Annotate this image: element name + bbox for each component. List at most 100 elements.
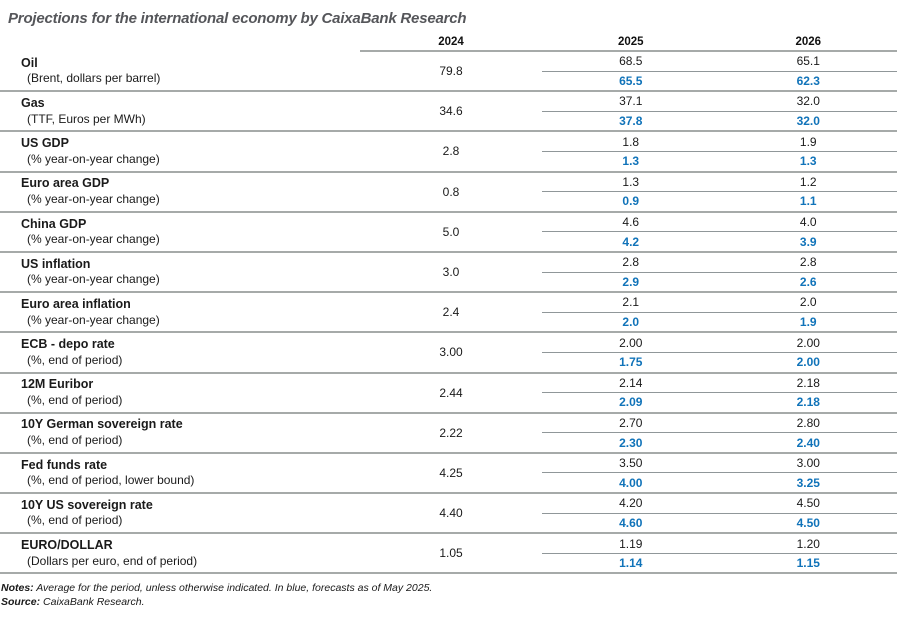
indicator-cell: EURO/DOLLAR (Dollars per euro, end of pe…: [0, 534, 360, 572]
value-2026-forecast: 3.9: [799, 234, 817, 249]
value-2026-previous: 1.9: [799, 134, 817, 149]
page: Projections for the international econom…: [0, 10, 900, 609]
indicator-name: ECB - depo rate: [21, 337, 115, 352]
indicator-name: US GDP: [21, 136, 69, 151]
table-row: 10Y German sovereign rate (%, end of per…: [0, 414, 897, 454]
source-text: CaixaBank Research.: [43, 596, 145, 609]
previous-forecast-row: 1.19 1.20: [542, 534, 897, 554]
indicator-cell: US inflation (% year-on-year change): [0, 253, 360, 291]
table-row: China GDP (% year-on-year change) 5.0 4.…: [0, 213, 897, 253]
indicator-name: Euro area GDP: [21, 176, 110, 191]
indicator-unit: (% year-on-year change): [27, 272, 160, 287]
value-2025-forecast: 4.00: [619, 475, 643, 490]
indicator-name: Oil: [21, 55, 38, 70]
previous-forecast-row: 4.20 4.50: [542, 494, 897, 514]
value-2025-forecast: 0.9: [622, 194, 640, 209]
value-2026-previous: 4.0: [799, 215, 817, 230]
indicator-cell: Euro area inflation (% year-on-year chan…: [0, 293, 360, 331]
value-2026-forecast: 1.15: [796, 556, 820, 571]
forecast-cells: 2.1 2.0 2.0 1.9: [542, 293, 897, 331]
value-2025-previous: 4.20: [619, 496, 643, 511]
value-2024: 4.40: [439, 506, 463, 521]
forecast-cells: 4.20 4.50 4.60 4.50: [542, 494, 897, 532]
value-2024: 5.0: [442, 224, 460, 239]
value-2024: 2.44: [439, 385, 463, 400]
value-2025-previous: 3.50: [619, 456, 643, 471]
forecast-cells: 1.3 1.2 0.9 1.1: [542, 173, 897, 211]
value-2026-previous: 2.0: [799, 295, 817, 310]
previous-forecast-row: 2.70 2.80: [542, 414, 897, 434]
table-row: Euro area inflation (% year-on-year chan…: [0, 293, 897, 334]
indicator-cell: Gas (TTF, Euros per MWh): [0, 92, 360, 130]
column-header-2024: 2024: [438, 36, 464, 48]
may2025-forecast-row: 2.9 2.6: [542, 273, 897, 292]
value-2026-forecast: 2.18: [796, 395, 820, 410]
value-2024: 2.8: [442, 144, 460, 159]
value-2025-forecast: 37.8: [619, 114, 643, 129]
value-2025-forecast: 1.75: [619, 355, 643, 370]
may2025-forecast-row: 37.8 32.0: [542, 112, 897, 131]
indicator-cell: 10Y German sovereign rate (%, end of per…: [0, 414, 360, 452]
table-row: 12M Euribor (%, end of period) 2.44 2.14…: [0, 374, 897, 414]
indicator-cell: 10Y US sovereign rate (%, end of period): [0, 494, 360, 532]
value-2026-previous: 1.20: [796, 536, 820, 551]
may2025-forecast-row: 0.9 1.1: [542, 192, 897, 211]
forecast-cells: 2.14 2.18 2.09 2.18: [542, 374, 897, 412]
indicator-name: US inflation: [21, 256, 91, 271]
value-2025-forecast: 1.14: [619, 556, 643, 571]
forecast-cells: 37.1 32.0 37.8 32.0: [542, 92, 897, 130]
value-2026-forecast: 2.6: [799, 274, 817, 289]
previous-forecast-row: 1.3 1.2: [542, 173, 897, 193]
source-label: Source:: [1, 596, 41, 609]
value-2025-previous: 4.6: [622, 215, 640, 230]
may2025-forecast-row: 1.3 1.3: [542, 152, 897, 171]
value-2026-forecast: 2.40: [796, 435, 820, 450]
forecast-cells: 2.8 2.8 2.9 2.6: [542, 253, 897, 291]
indicator-cell: Euro area GDP (% year-on-year change): [0, 173, 360, 211]
column-header-2026: 2026: [795, 36, 822, 48]
value-2025-forecast: 2.09: [619, 395, 643, 410]
header-label-spacer: [0, 32, 360, 52]
value-2025-previous: 1.8: [622, 134, 640, 149]
value-2024: 4.25: [439, 465, 463, 480]
may2025-forecast-row: 2.0 1.9: [542, 313, 897, 332]
value-2026-previous: 2.8: [799, 255, 817, 270]
indicator-name: 10Y US sovereign rate: [21, 497, 153, 512]
previous-forecast-row: 4.6 4.0: [542, 213, 897, 233]
value-2024: 0.8: [442, 184, 460, 199]
value-2025-forecast: 2.30: [619, 435, 643, 450]
indicator-name: 10Y German sovereign rate: [21, 417, 183, 432]
value-2026-previous: 2.80: [796, 415, 820, 430]
table-footer: Notes: Average for the period, unless ot…: [1, 581, 900, 609]
previous-forecast-row: 2.8 2.8: [542, 253, 897, 273]
table-row: Fed funds rate (%, end of period, lower …: [0, 454, 897, 495]
value-2026-previous: 65.1: [796, 54, 820, 69]
indicator-name: EURO/DOLLAR: [21, 538, 113, 553]
value-2025-forecast: 1.3: [622, 154, 640, 169]
value-2024: 1.05: [439, 546, 463, 561]
value-2025-forecast: 2.0: [622, 315, 640, 330]
projections-table: 2024 2025 2026 Oil (Brent, dollars per b…: [0, 32, 897, 575]
value-2024: 2.22: [439, 425, 463, 440]
table-row: Oil (Brent, dollars per barrel) 79.8 68.…: [0, 52, 897, 93]
may2025-forecast-row: 65.5 62.3: [542, 72, 897, 91]
may2025-forecast-row: 1.75 2.00: [542, 353, 897, 372]
notes-line: Notes: Average for the period, unless ot…: [1, 581, 900, 595]
table-row: Gas (TTF, Euros per MWh) 34.6 37.1 32.0 …: [0, 92, 897, 133]
may2025-forecast-row: 4.00 3.25: [542, 473, 897, 492]
table-row: EURO/DOLLAR (Dollars per euro, end of pe…: [0, 534, 897, 575]
previous-forecast-row: 37.1 32.0: [542, 92, 897, 112]
indicator-name: Fed funds rate: [21, 457, 108, 472]
value-2025-forecast: 4.60: [619, 515, 643, 530]
value-2025-forecast: 2.9: [622, 274, 640, 289]
indicator-cell: US GDP (% year-on-year change): [0, 132, 360, 170]
forecast-cells: 1.19 1.20 1.14 1.15: [542, 534, 897, 572]
value-2024: 3.0: [442, 265, 460, 280]
indicator-unit: (TTF, Euros per MWh): [27, 111, 146, 126]
value-2026-previous: 2.00: [796, 335, 820, 350]
value-2024: 2.4: [442, 305, 460, 320]
value-2025-previous: 2.1: [622, 295, 640, 310]
indicator-cell: Oil (Brent, dollars per barrel): [0, 52, 360, 90]
value-2024: 3.00: [439, 345, 463, 360]
value-2026-forecast: 1.3: [799, 154, 817, 169]
